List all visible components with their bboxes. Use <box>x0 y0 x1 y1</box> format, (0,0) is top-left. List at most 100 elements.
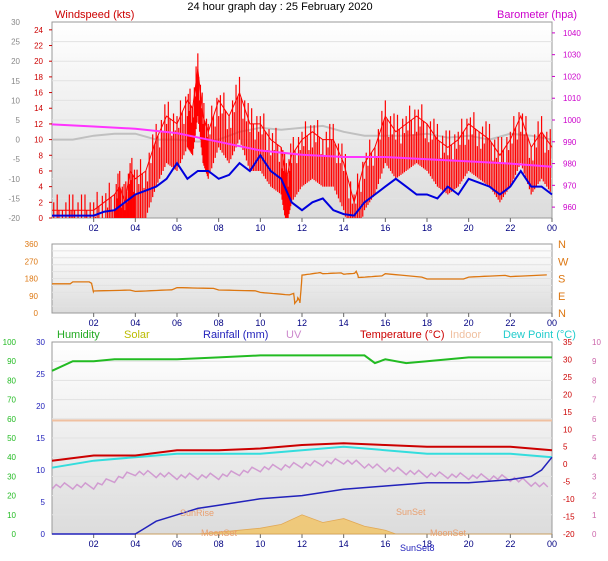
panel-wind-baro: 302520151050-5-10-15-2024222018161412108… <box>8 18 581 233</box>
panel2-xtick-label: 16 <box>380 318 390 328</box>
uv-label: UV <box>286 329 302 341</box>
humidity-axis-tick-label: 10 <box>7 511 16 520</box>
direction-axis-tick-label: 180 <box>25 275 39 284</box>
panel3-xtick-label: 10 <box>255 539 265 549</box>
rain-axis-tick-label: 0 <box>41 530 46 539</box>
compass-label: E <box>558 291 565 303</box>
rain-axis-tick-label: 20 <box>36 402 45 411</box>
humidity-axis-tick-label: 20 <box>7 492 16 501</box>
humidity-axis-tick-label: 90 <box>7 357 16 366</box>
uv-axis-tick-label: 7 <box>592 396 597 405</box>
panel1-xtick-label: 18 <box>422 223 432 233</box>
uv-axis-tick-label: 9 <box>592 357 597 366</box>
temp-axis-tick-label: 0 <box>563 460 568 469</box>
uv-line <box>51 457 549 491</box>
panel3-xtick-label: 14 <box>339 539 349 549</box>
rain-axis-tick-label: 5 <box>41 498 46 507</box>
uv-axis-tick-label: 10 <box>592 338 601 347</box>
panel1-xtick-label: 08 <box>214 223 224 233</box>
graph-title: 24 hour graph day : 25 February 2020 <box>187 1 372 13</box>
rain-axis-tick-label: 10 <box>36 466 45 475</box>
wind-direction-line <box>52 269 547 306</box>
barometer-line <box>51 123 553 168</box>
humidity-axis-tick-label: 80 <box>7 376 16 385</box>
compass-label: N <box>558 239 566 251</box>
windspeed-line <box>52 68 553 211</box>
outer-axis-tick-label: 15 <box>11 77 20 86</box>
outer-axis-tick-label: -10 <box>8 175 20 184</box>
panel2-xtick-label: 06 <box>172 318 182 328</box>
dew-point-line <box>51 445 553 469</box>
temp-axis-tick-label: -20 <box>563 530 575 539</box>
panel2-xtick-label: 12 <box>297 318 307 328</box>
baro-axis-tick-label: 1000 <box>563 116 581 125</box>
uv-axis-tick-label: 1 <box>592 511 597 520</box>
panel-temp-humidity-rain: 1009080706050403020100302520151050353025… <box>3 338 602 549</box>
panel3-xtick-label: 02 <box>89 539 99 549</box>
outer-axis-tick-label: 25 <box>11 38 20 47</box>
panel1-xtick-label: 16 <box>380 223 390 233</box>
panel1-xtick-label: 04 <box>130 223 140 233</box>
humidity-axis-tick-label: 70 <box>7 396 16 405</box>
panel3-xtick-label: 18 <box>422 539 432 549</box>
wind-axis-tick-label: 8 <box>39 151 44 160</box>
baro-axis-tick-label: 1030 <box>563 51 581 60</box>
rainfall-line <box>52 456 553 535</box>
panel1-xtick-label: 02 <box>89 223 99 233</box>
average-wind-line <box>52 153 553 217</box>
wind-axis-tick-label: 20 <box>34 57 43 66</box>
rain-axis-tick-label: 25 <box>36 370 45 379</box>
direction-axis-tick-label: 270 <box>25 257 39 266</box>
temp-axis-tick-label: 25 <box>563 373 572 382</box>
temp-axis-tick-label: -15 <box>563 513 575 522</box>
panel3-xtick-label: 08 <box>214 539 224 549</box>
uv-axis-tick-label: 5 <box>592 434 597 443</box>
panel1-xtick-label: 20 <box>464 223 474 233</box>
humidity-axis-tick-label: 0 <box>12 530 17 539</box>
humidity-axis-tick-label: 100 <box>3 338 17 347</box>
sunrise-annotation: SunRise <box>180 508 214 518</box>
panel3-xtick-label: 04 <box>130 539 140 549</box>
wind-axis-tick-label: 4 <box>39 183 44 192</box>
humidity-label: Humidity <box>57 329 100 341</box>
wind-axis-tick-label: 16 <box>34 89 43 98</box>
humidity-axis-tick-label: 40 <box>7 453 16 462</box>
humidity-line <box>51 354 552 372</box>
panel3-xtick-label: 00 <box>547 539 557 549</box>
uv-axis-tick-label: 2 <box>592 492 597 501</box>
outer-axis-tick-label: 20 <box>11 57 20 66</box>
panel2-xtick-label: 02 <box>89 318 99 328</box>
panel1-xtick-label: 14 <box>339 223 349 233</box>
baro-axis-tick-label: 960 <box>563 203 577 212</box>
humidity-axis-tick-label: 60 <box>7 415 16 424</box>
uv-axis-tick-label: 8 <box>592 376 597 385</box>
outer-axis-tick-label: 10 <box>11 96 20 105</box>
panel1-xtick-label: 22 <box>505 223 515 233</box>
panel1-xtick-label: 12 <box>297 223 307 233</box>
outer-axis-tick-label: -20 <box>8 214 20 223</box>
solar-area <box>52 514 552 535</box>
baro-axis-tick-label: 970 <box>563 181 577 190</box>
panel3-xtick-label: 16 <box>380 539 390 549</box>
baro-axis-tick-label: 1040 <box>563 29 581 38</box>
dew-label: Dew Point (°C) <box>503 329 576 341</box>
wind-axis-tick-label: 0 <box>39 214 44 223</box>
panel1-xtick-label: 00 <box>547 223 557 233</box>
baro-label: Barometer (hpa) <box>497 9 577 21</box>
panel3-xtick-label: 12 <box>297 539 307 549</box>
temp-axis-tick-label: 20 <box>563 390 572 399</box>
panel2-xtick-label: 14 <box>339 318 349 328</box>
temp-axis-tick-label: 15 <box>563 408 572 417</box>
baro-axis-tick-label: 1020 <box>563 72 581 81</box>
grey-series-line <box>52 124 553 143</box>
outer-axis-tick-label: 30 <box>11 18 20 27</box>
rain-label: Rainfall (mm) <box>203 329 268 341</box>
uv-axis-tick-label: 0 <box>592 530 597 539</box>
solar-label: Solar <box>124 329 150 341</box>
wind-axis-tick-label: 6 <box>39 167 44 176</box>
panel2-xtick-label: 00 <box>547 318 557 328</box>
temp-axis-tick-label: 35 <box>563 338 572 347</box>
temp-axis-tick-label: -10 <box>563 495 575 504</box>
panel3-xtick-label: 06 <box>172 539 182 549</box>
